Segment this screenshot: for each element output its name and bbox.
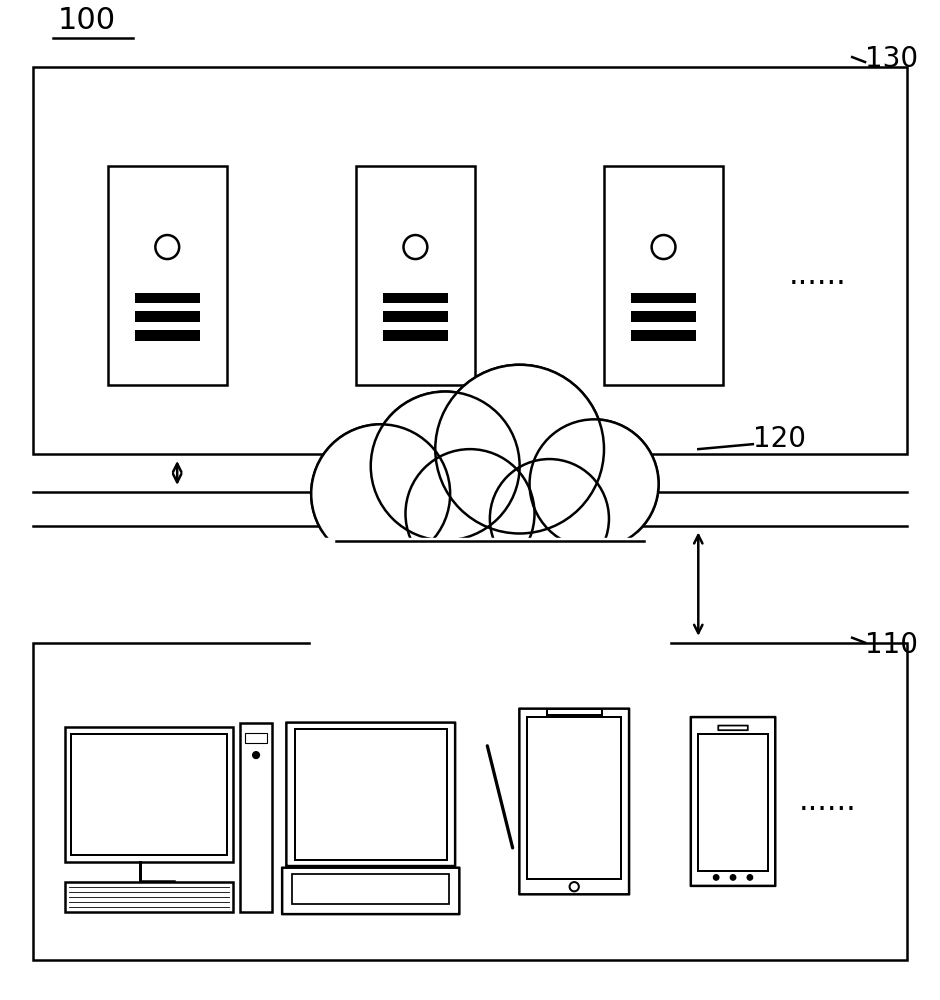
Circle shape <box>435 365 604 533</box>
Bar <box>65 727 233 862</box>
Text: 100: 100 <box>58 6 117 35</box>
Bar <box>698 734 768 871</box>
Circle shape <box>405 449 535 578</box>
Circle shape <box>406 450 534 577</box>
Bar <box>631 311 697 322</box>
Circle shape <box>747 875 753 880</box>
Text: 110: 110 <box>865 631 918 659</box>
Bar <box>240 723 272 912</box>
Circle shape <box>530 420 658 547</box>
Bar <box>311 533 668 633</box>
Circle shape <box>491 460 608 577</box>
Circle shape <box>311 424 450 563</box>
Bar <box>383 293 448 303</box>
Circle shape <box>713 875 719 880</box>
Text: 120: 120 <box>753 425 806 453</box>
Bar <box>631 330 697 341</box>
Bar <box>604 166 723 385</box>
Bar <box>134 293 200 303</box>
Bar <box>631 293 697 303</box>
Bar <box>33 643 907 960</box>
Ellipse shape <box>403 235 428 259</box>
Bar <box>311 538 668 658</box>
Circle shape <box>529 419 659 548</box>
Text: ......: ...... <box>789 261 846 290</box>
Text: ......: ...... <box>798 787 856 816</box>
Bar <box>108 166 227 385</box>
FancyBboxPatch shape <box>282 868 460 914</box>
Bar <box>71 734 227 855</box>
Circle shape <box>370 392 520 540</box>
FancyBboxPatch shape <box>691 717 776 886</box>
Circle shape <box>490 459 609 578</box>
Bar <box>527 717 621 879</box>
Bar <box>383 330 448 341</box>
Bar <box>547 709 602 715</box>
Bar <box>65 882 233 912</box>
Circle shape <box>371 392 519 540</box>
Bar <box>292 874 449 904</box>
Text: 130: 130 <box>865 45 918 73</box>
Bar <box>383 311 448 322</box>
Circle shape <box>730 875 736 880</box>
FancyBboxPatch shape <box>287 723 455 866</box>
Bar <box>245 733 267 743</box>
Bar <box>33 67 907 454</box>
Bar <box>356 166 475 385</box>
Bar <box>295 729 446 860</box>
Circle shape <box>436 366 603 533</box>
Bar <box>134 330 200 341</box>
Ellipse shape <box>155 235 180 259</box>
Circle shape <box>253 752 259 758</box>
Bar <box>134 311 200 322</box>
FancyBboxPatch shape <box>520 709 629 894</box>
Ellipse shape <box>651 235 676 259</box>
Circle shape <box>312 425 449 562</box>
FancyBboxPatch shape <box>718 726 748 730</box>
